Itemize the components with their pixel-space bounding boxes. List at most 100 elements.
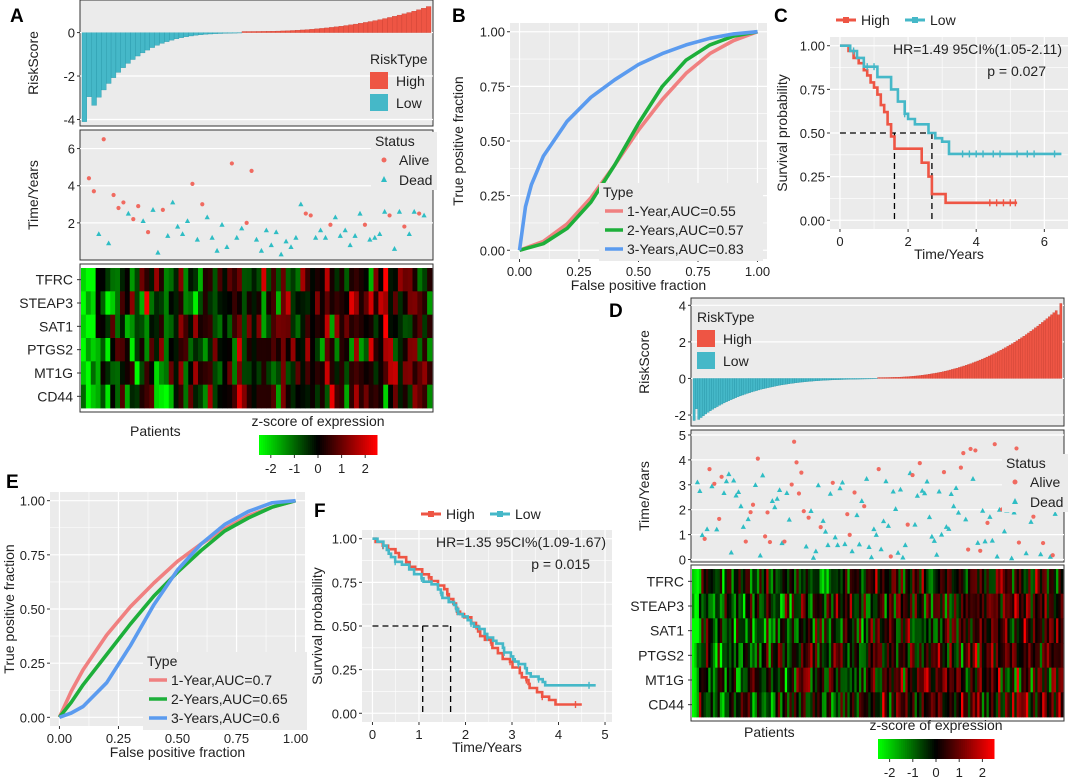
heatmap-cell <box>798 643 802 669</box>
heatmap-cell <box>173 361 179 386</box>
heatmap-cell <box>105 338 111 362</box>
heatmap-cell <box>942 569 946 595</box>
heatmap-cell <box>740 667 744 693</box>
heatmap-cell <box>129 291 136 316</box>
risk-bar <box>382 18 388 33</box>
heatmap-cell <box>95 384 101 409</box>
heatmap-cell <box>276 384 282 409</box>
roc-xlabel: False positive fraction <box>571 277 706 293</box>
heatmap-cell <box>1058 618 1062 644</box>
colorbar-swatch <box>298 435 301 455</box>
km-xtick-label: 4 <box>973 234 980 249</box>
heatmap-cell <box>787 569 790 595</box>
heatmap-cell <box>427 268 433 292</box>
heatmap-cell <box>202 268 209 292</box>
km-xtick-label: 4 <box>555 727 562 742</box>
risk-bar <box>845 378 848 380</box>
heatmap-cell <box>1000 667 1004 693</box>
heatmap-cell <box>139 384 145 409</box>
heatmap-cell <box>368 314 374 339</box>
heatmap-cell <box>847 692 851 718</box>
status-point-alive <box>101 137 106 142</box>
status-point-alive <box>992 442 997 447</box>
heatmap-cell <box>358 338 365 362</box>
status-point-alive <box>743 539 748 544</box>
heatmap-cell <box>724 692 728 718</box>
heatmap-cell <box>891 593 895 619</box>
heatmap-cell <box>692 692 695 718</box>
heatmap-cell <box>986 643 990 669</box>
heatmap-cell <box>884 667 888 693</box>
heatmap-cell <box>1023 569 1027 595</box>
heatmap-cell <box>724 667 728 693</box>
risk-bar <box>969 363 973 379</box>
heatmap-cell <box>339 268 345 292</box>
heatmap-cell <box>761 569 765 595</box>
status-point-dead <box>391 246 398 251</box>
heatmap-cell <box>715 618 718 644</box>
heatmap-cell <box>256 338 262 362</box>
risk-legend-low: Low <box>723 353 750 369</box>
heatmap-cell <box>271 268 277 292</box>
status-tick-label: 1 <box>679 528 686 543</box>
heatmap-cell <box>703 643 707 669</box>
heatmap-cell <box>193 291 199 316</box>
heatmap-cell <box>738 692 742 718</box>
heatmap-cell <box>896 569 899 595</box>
heatmap-cell <box>1037 593 1041 619</box>
heatmap-cell <box>984 643 987 669</box>
heatmap-cell <box>954 667 957 693</box>
heatmap-cell <box>1035 593 1038 619</box>
status-point-alive <box>702 536 707 541</box>
legend-key-low <box>697 352 715 369</box>
heatmap-cell <box>933 593 936 619</box>
heatmap-cell <box>780 692 783 718</box>
roc-ytick-label: 0.00 <box>480 243 505 258</box>
heatmap-cell <box>363 361 370 386</box>
heatmap-cell <box>232 314 238 339</box>
heatmap-cell <box>960 643 964 669</box>
heatmap-cell <box>378 291 384 316</box>
heatmap-cell <box>889 667 892 693</box>
heatmap-cell <box>896 667 899 693</box>
colorbar-swatch <box>924 739 927 759</box>
heatmap-cell <box>207 384 214 409</box>
heatmap-cell <box>227 268 233 292</box>
heatmap-cell <box>967 643 971 669</box>
status-point-dead <box>96 231 102 236</box>
heatmap-cell <box>1009 618 1013 644</box>
km-xtick-label: 1 <box>415 727 422 742</box>
heatmap-cell <box>763 667 767 693</box>
heatmap-cell <box>963 643 967 669</box>
heatmap-cell <box>266 291 272 316</box>
heatmap-cell <box>993 618 997 644</box>
km-xtick-label: 2 <box>904 234 911 249</box>
status-point-alive <box>1050 553 1055 558</box>
status-point-dead <box>955 509 962 515</box>
risk-bar <box>941 371 945 379</box>
heatmap-cell <box>344 291 350 316</box>
roc-ytick-label: 0.25 <box>480 189 505 204</box>
risk-bar <box>261 31 267 33</box>
colorbar-swatch <box>284 435 288 455</box>
risk-bar <box>353 23 359 33</box>
colorbar-swatch <box>961 739 964 759</box>
risk-bar <box>362 22 369 33</box>
heatmap-cell <box>773 667 776 693</box>
colorbar-swatch <box>333 435 337 455</box>
heatmap-cell <box>858 667 862 693</box>
status-point-dead <box>893 506 899 511</box>
heatmap-cell <box>198 338 204 362</box>
status-point-dead <box>895 549 901 555</box>
heatmap-cell <box>833 692 837 718</box>
heatmap-cell <box>784 667 788 693</box>
status-point-dead <box>871 526 877 532</box>
heatmap-cell <box>893 569 897 595</box>
risk-bar <box>771 378 774 387</box>
heatmap-cell <box>417 338 423 362</box>
colorbar-swatch <box>937 739 941 759</box>
heatmap-cell <box>868 593 871 619</box>
risk-bar <box>835 378 839 380</box>
heatmap-cell <box>768 618 772 644</box>
heatmap-cell <box>863 692 867 718</box>
